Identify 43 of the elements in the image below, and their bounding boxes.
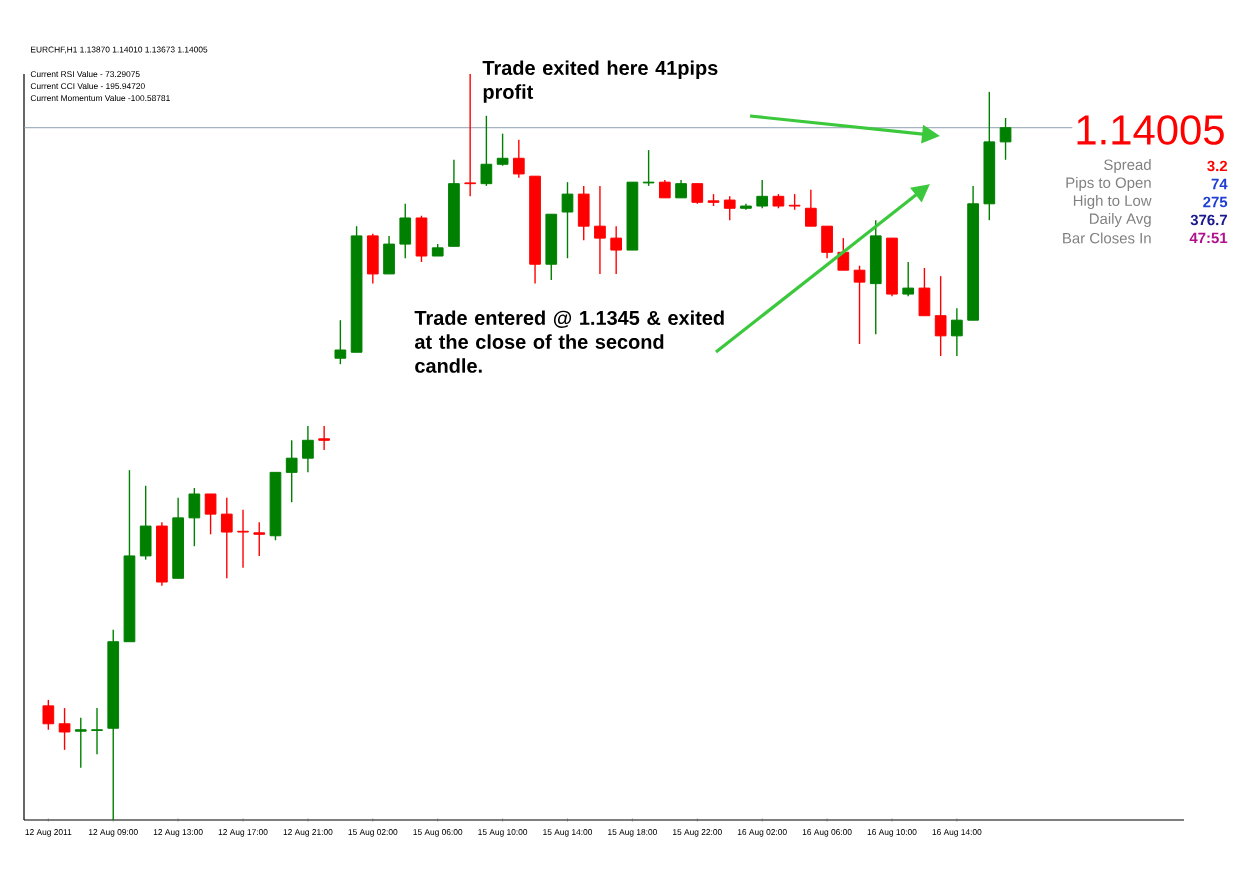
candlestick [577,185,590,242]
candlestick [302,425,314,474]
candlestick [561,181,574,259]
candlestick [42,699,55,731]
candlestick [918,267,931,317]
candlestick [237,508,249,569]
candlestick [188,487,201,547]
candlestick [464,73,477,198]
candlestick [334,319,347,365]
candlestick [853,265,866,345]
candlestick [58,707,71,751]
candlestick [91,707,103,756]
candlestick [415,215,428,263]
candlestick [512,138,525,179]
candlestick [642,149,655,187]
candlestick [869,219,882,336]
candlestick [934,275,947,357]
candlestick [999,117,1012,161]
candlestick [723,195,736,221]
candlestick [610,225,623,275]
candlestick [253,521,266,557]
candlestick [496,132,509,167]
candlestick [139,485,152,561]
candlestick [366,232,379,285]
candlestick [902,261,915,297]
candlestick [480,115,493,187]
candlestick [318,425,330,451]
candlestick [805,188,817,227]
annotation: Trade exited here 41pips profit [482,60,718,103]
candlestick [220,497,233,579]
candlestick [74,717,87,769]
text: 1.14005 [1077,115,1224,145]
annotation: Trade entered @ 1.1345 & exited at the close of the second candle. [414,310,724,373]
candlestick [399,203,412,259]
candlestick [285,439,298,503]
candlestick [383,235,395,275]
candlestick [821,225,833,259]
candlestick [951,307,963,357]
candlestick [691,182,704,205]
candlestick [204,493,217,535]
candlestick [594,185,606,275]
candlestick [756,179,769,209]
candlestick [837,237,850,271]
